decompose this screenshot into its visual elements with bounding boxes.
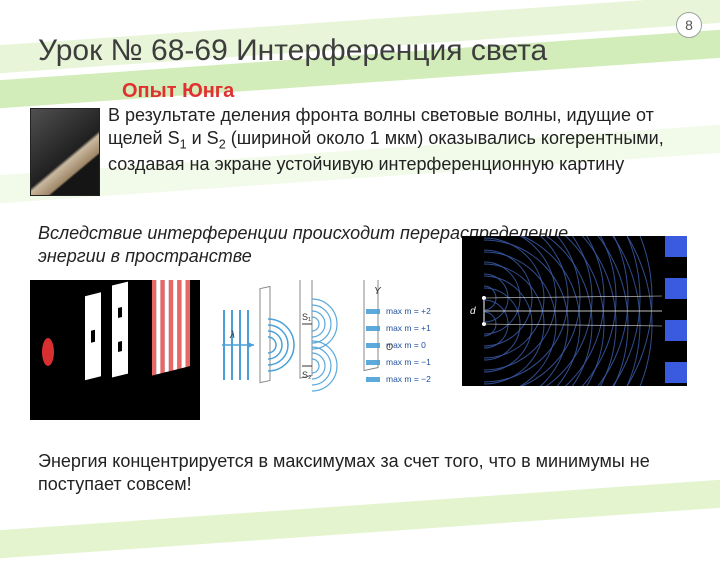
svg-text:S₂: S₂ bbox=[302, 370, 312, 380]
diagram-1-double-slit bbox=[30, 280, 200, 420]
svg-text:O: O bbox=[386, 342, 393, 352]
svg-text:max m = −1: max m = −1 bbox=[386, 357, 431, 367]
svg-text:λ: λ bbox=[229, 330, 235, 341]
svg-text:max m = −2: max m = −2 bbox=[386, 374, 431, 384]
svg-text:Y: Y bbox=[374, 286, 382, 297]
page-number-badge: 8 bbox=[676, 12, 702, 38]
diagram-3-wavefronts: d bbox=[462, 236, 687, 386]
paragraph-3: Энергия концентрируется в максимумах за … bbox=[38, 450, 690, 496]
diagram-2-schematic: λS₁S₂Ymax m = +2max m = +1max m = 0max m… bbox=[216, 280, 446, 410]
subtitle: Опыт Юнга bbox=[122, 80, 234, 103]
diagram-row: λS₁S₂Ymax m = +2max m = +1max m = 0max m… bbox=[30, 280, 696, 430]
svg-text:max m = +2: max m = +2 bbox=[386, 306, 431, 316]
svg-text:d: d bbox=[470, 306, 476, 317]
paragraph-1: В результате деления фронта волны светов… bbox=[108, 104, 690, 176]
portrait-image bbox=[30, 108, 100, 196]
svg-text:max m = +1: max m = +1 bbox=[386, 323, 431, 333]
svg-text:S₁: S₁ bbox=[302, 312, 311, 322]
lesson-title: Урок № 68-69 Интерференция света bbox=[38, 34, 547, 68]
page-number: 8 bbox=[685, 17, 693, 33]
